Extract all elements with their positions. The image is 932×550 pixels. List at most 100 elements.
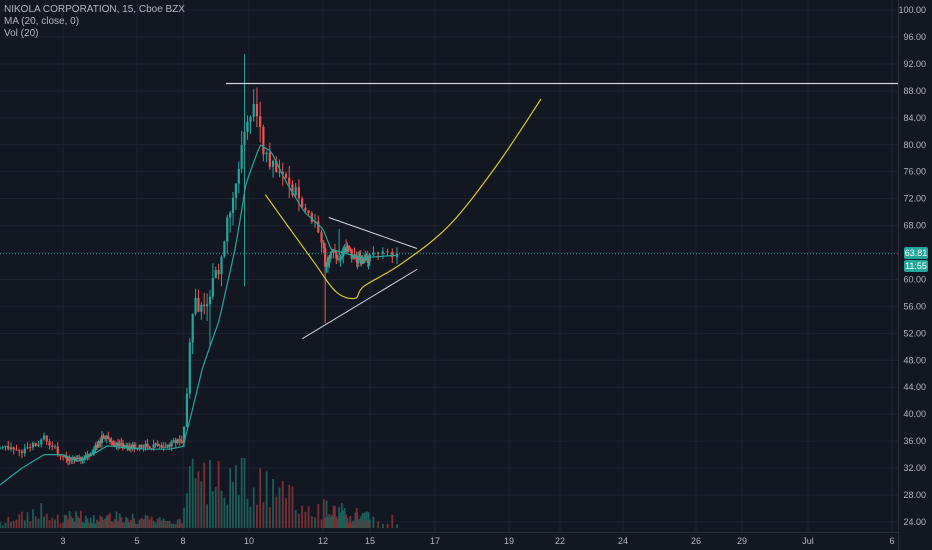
volume-bar bbox=[342, 510, 345, 528]
candle-body bbox=[339, 258, 342, 260]
volume-bar bbox=[68, 511, 71, 528]
volume-bar bbox=[142, 519, 145, 528]
volume-bar bbox=[94, 523, 97, 528]
price-tick-label: 88.00 bbox=[903, 86, 926, 96]
candle-body bbox=[166, 444, 169, 448]
candle-body bbox=[297, 187, 301, 199]
price-tick-label: 96.00 bbox=[903, 32, 926, 42]
volume-bar bbox=[62, 522, 65, 528]
candle-body bbox=[133, 444, 136, 450]
candle-body bbox=[182, 426, 186, 444]
candle-body bbox=[66, 458, 70, 461]
candle-body bbox=[115, 442, 118, 446]
candle-body bbox=[154, 443, 157, 445]
candle-body bbox=[188, 342, 191, 394]
volume-bar bbox=[89, 517, 92, 528]
volume-bar bbox=[191, 458, 194, 528]
volume-bar bbox=[343, 507, 346, 528]
price-tick-label: 40.00 bbox=[903, 409, 926, 419]
volume-bar bbox=[301, 505, 304, 528]
candle-body bbox=[7, 445, 10, 450]
volume-bar bbox=[317, 503, 320, 528]
volume-bar bbox=[180, 523, 183, 528]
candle-body bbox=[20, 451, 24, 454]
volume-bar bbox=[18, 514, 21, 528]
legend-ma[interactable]: MA (20, close, 0) bbox=[4, 16, 80, 27]
candle-body bbox=[83, 458, 86, 461]
candle-body bbox=[107, 436, 110, 439]
candle-body bbox=[381, 251, 384, 254]
price-tick-label: 32.00 bbox=[903, 463, 926, 473]
volume-bar bbox=[67, 519, 69, 528]
volume-bar bbox=[115, 511, 118, 528]
candle-body bbox=[362, 260, 366, 262]
candle-body bbox=[178, 439, 181, 441]
candle-body bbox=[118, 442, 121, 446]
candle-body bbox=[226, 217, 229, 242]
candle-body bbox=[0, 447, 2, 449]
candle-body bbox=[343, 247, 346, 249]
candle-body bbox=[354, 255, 357, 258]
volume-bar bbox=[345, 514, 348, 528]
volume-bar bbox=[174, 524, 177, 528]
volume-bar bbox=[229, 468, 232, 528]
candle-body bbox=[1, 447, 4, 448]
candle-body bbox=[197, 297, 200, 312]
volume-bar bbox=[56, 514, 59, 528]
volume-bar bbox=[144, 514, 147, 528]
volume-bar bbox=[156, 518, 159, 528]
volume-bar bbox=[73, 521, 76, 528]
legend-volume[interactable]: Vol (20) bbox=[4, 28, 39, 39]
candle-body bbox=[325, 266, 328, 267]
volume-bar bbox=[113, 519, 116, 528]
volume-bar bbox=[43, 516, 45, 528]
triangle-lower-trendline bbox=[302, 268, 418, 340]
candle-body bbox=[320, 232, 323, 243]
candle-body bbox=[386, 251, 389, 253]
volume-bar bbox=[246, 498, 249, 528]
volume-bar bbox=[275, 496, 278, 528]
candle-body bbox=[322, 242, 325, 248]
volume-bar bbox=[341, 503, 343, 528]
candle-body bbox=[113, 445, 116, 446]
candle-body bbox=[56, 446, 59, 456]
candle-body bbox=[284, 174, 288, 178]
legend-symbol[interactable]: NIKOLA CORPORATION, 15, Cboe BZX bbox=[4, 4, 185, 15]
candle-body bbox=[200, 304, 203, 312]
candle-body bbox=[160, 445, 163, 448]
candle-body bbox=[110, 441, 113, 442]
candle-body bbox=[99, 440, 102, 444]
candle-body bbox=[301, 198, 304, 208]
volume-bar bbox=[138, 519, 141, 528]
candle-body bbox=[346, 245, 349, 252]
volume-bar bbox=[7, 516, 10, 528]
candle-body bbox=[275, 160, 278, 172]
volume-bar bbox=[200, 481, 203, 528]
candle-body bbox=[180, 440, 183, 444]
volume-bar bbox=[23, 520, 26, 528]
volume-bar bbox=[158, 517, 161, 528]
volume-bar bbox=[352, 520, 354, 528]
volume-bar bbox=[70, 516, 73, 528]
candle-body bbox=[240, 145, 243, 169]
candle-body bbox=[95, 445, 99, 448]
candle-body bbox=[140, 444, 143, 448]
volume-bar bbox=[335, 516, 338, 528]
candle-body bbox=[9, 447, 13, 450]
volume-bar bbox=[186, 493, 188, 528]
volume-bar bbox=[381, 523, 384, 528]
candle-body bbox=[237, 168, 240, 184]
volume-bar bbox=[197, 471, 200, 528]
candle-body bbox=[104, 438, 107, 439]
volume-bar bbox=[294, 510, 297, 528]
volume-bar bbox=[65, 515, 68, 528]
volume-bar bbox=[386, 523, 389, 528]
candle-body bbox=[185, 393, 189, 427]
candle-body bbox=[294, 187, 297, 196]
volume-bar bbox=[162, 518, 165, 528]
candle-body bbox=[142, 447, 145, 449]
volume-bar bbox=[107, 514, 110, 528]
candle-body bbox=[40, 439, 43, 445]
